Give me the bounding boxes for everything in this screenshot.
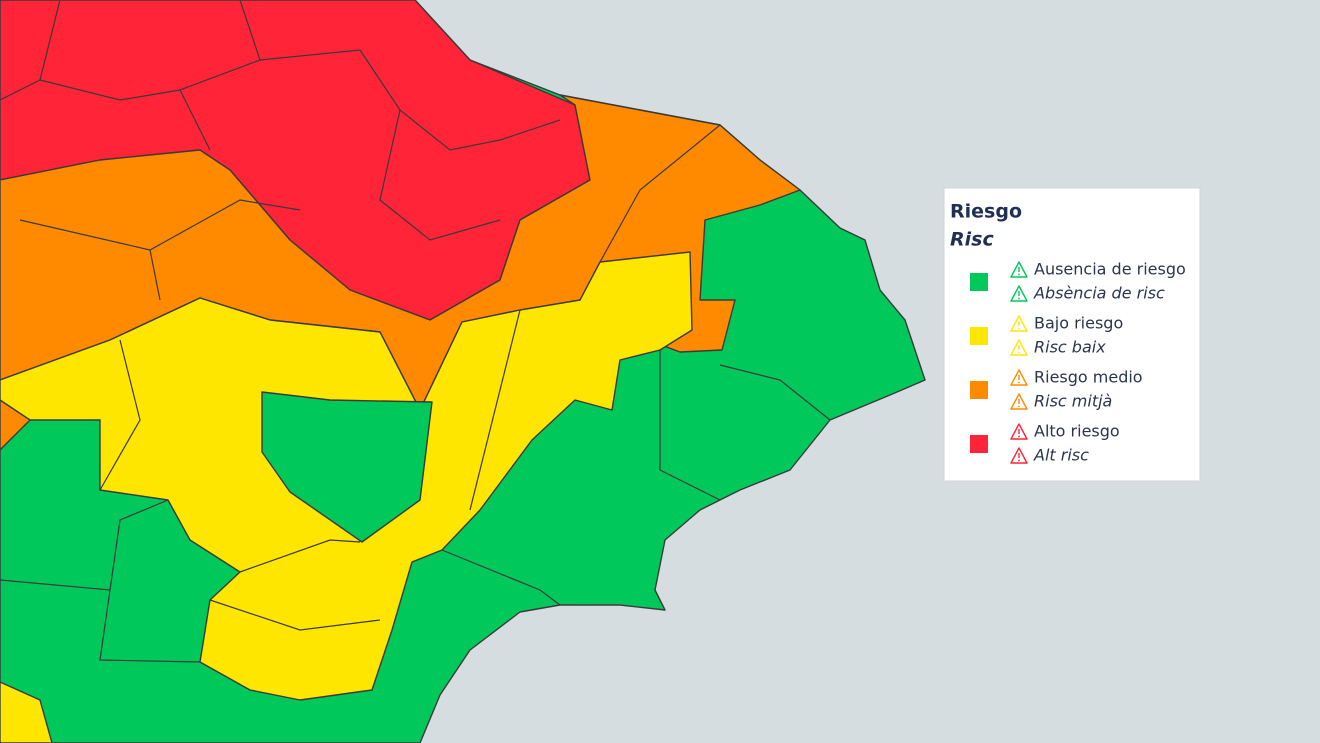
municipal-border: [599, 124, 721, 263]
warning-icon: [1010, 393, 1028, 410]
municipal-border: [659, 350, 721, 501]
legend-label: Ausencia de riesgo: [1034, 260, 1186, 279]
legend-swatch: [970, 381, 988, 399]
legend: Riesgo Risc Ausencia de riesgo Absència d…: [943, 187, 1201, 482]
warning-icon: [1018, 273, 1020, 276]
legend-label-alt: Absència de risc: [1033, 284, 1165, 303]
warning-icon: [1010, 369, 1028, 386]
municipal-border: [179, 0, 261, 151]
legend-label: Bajo riesgo: [1034, 314, 1123, 333]
municipal-border: [99, 589, 201, 663]
municipal-border: [99, 339, 141, 491]
warning-icon: [1018, 297, 1020, 300]
warning-icon: [1018, 459, 1020, 462]
municipal-border: [259, 49, 561, 151]
warning-icon: [1010, 261, 1028, 278]
warning-icon: [1018, 381, 1020, 384]
region: [261, 391, 433, 543]
municipal-border: [149, 199, 301, 251]
legend-subtitle: Risc: [950, 229, 994, 251]
legend-title: Riesgo: [950, 201, 1022, 223]
municipal-border: [239, 539, 361, 573]
legend-swatch: [970, 435, 988, 453]
warning-icon: [1010, 315, 1028, 332]
warning-icon: [1018, 327, 1020, 330]
warning-icon: [1018, 351, 1020, 354]
warning-icon: [1010, 285, 1028, 302]
legend-label: Riesgo medio: [1034, 368, 1143, 387]
warning-icon: [1010, 339, 1028, 356]
legend-label-alt: Risc baix: [1034, 338, 1106, 357]
municipal-border: [209, 599, 381, 631]
municipal-border: [469, 309, 521, 511]
municipal-border: [441, 549, 561, 606]
municipal-border: [719, 364, 831, 421]
legend-label-alt: Alt risc: [1033, 446, 1089, 465]
municipal-border: [0, 499, 169, 591]
warning-icon: [1010, 447, 1028, 464]
legend-label-alt: Risc mitjà: [1034, 392, 1112, 411]
municipal-border: [379, 109, 501, 241]
legend-swatch: [970, 327, 988, 345]
municipal-border: [39, 79, 181, 101]
region: [0, 681, 53, 743]
legend-swatch: [970, 273, 988, 291]
warning-icon: [1010, 423, 1028, 440]
legend-label: Alto riesgo: [1034, 422, 1120, 441]
warning-icon: [1018, 405, 1020, 408]
warning-icon: [1018, 435, 1020, 438]
